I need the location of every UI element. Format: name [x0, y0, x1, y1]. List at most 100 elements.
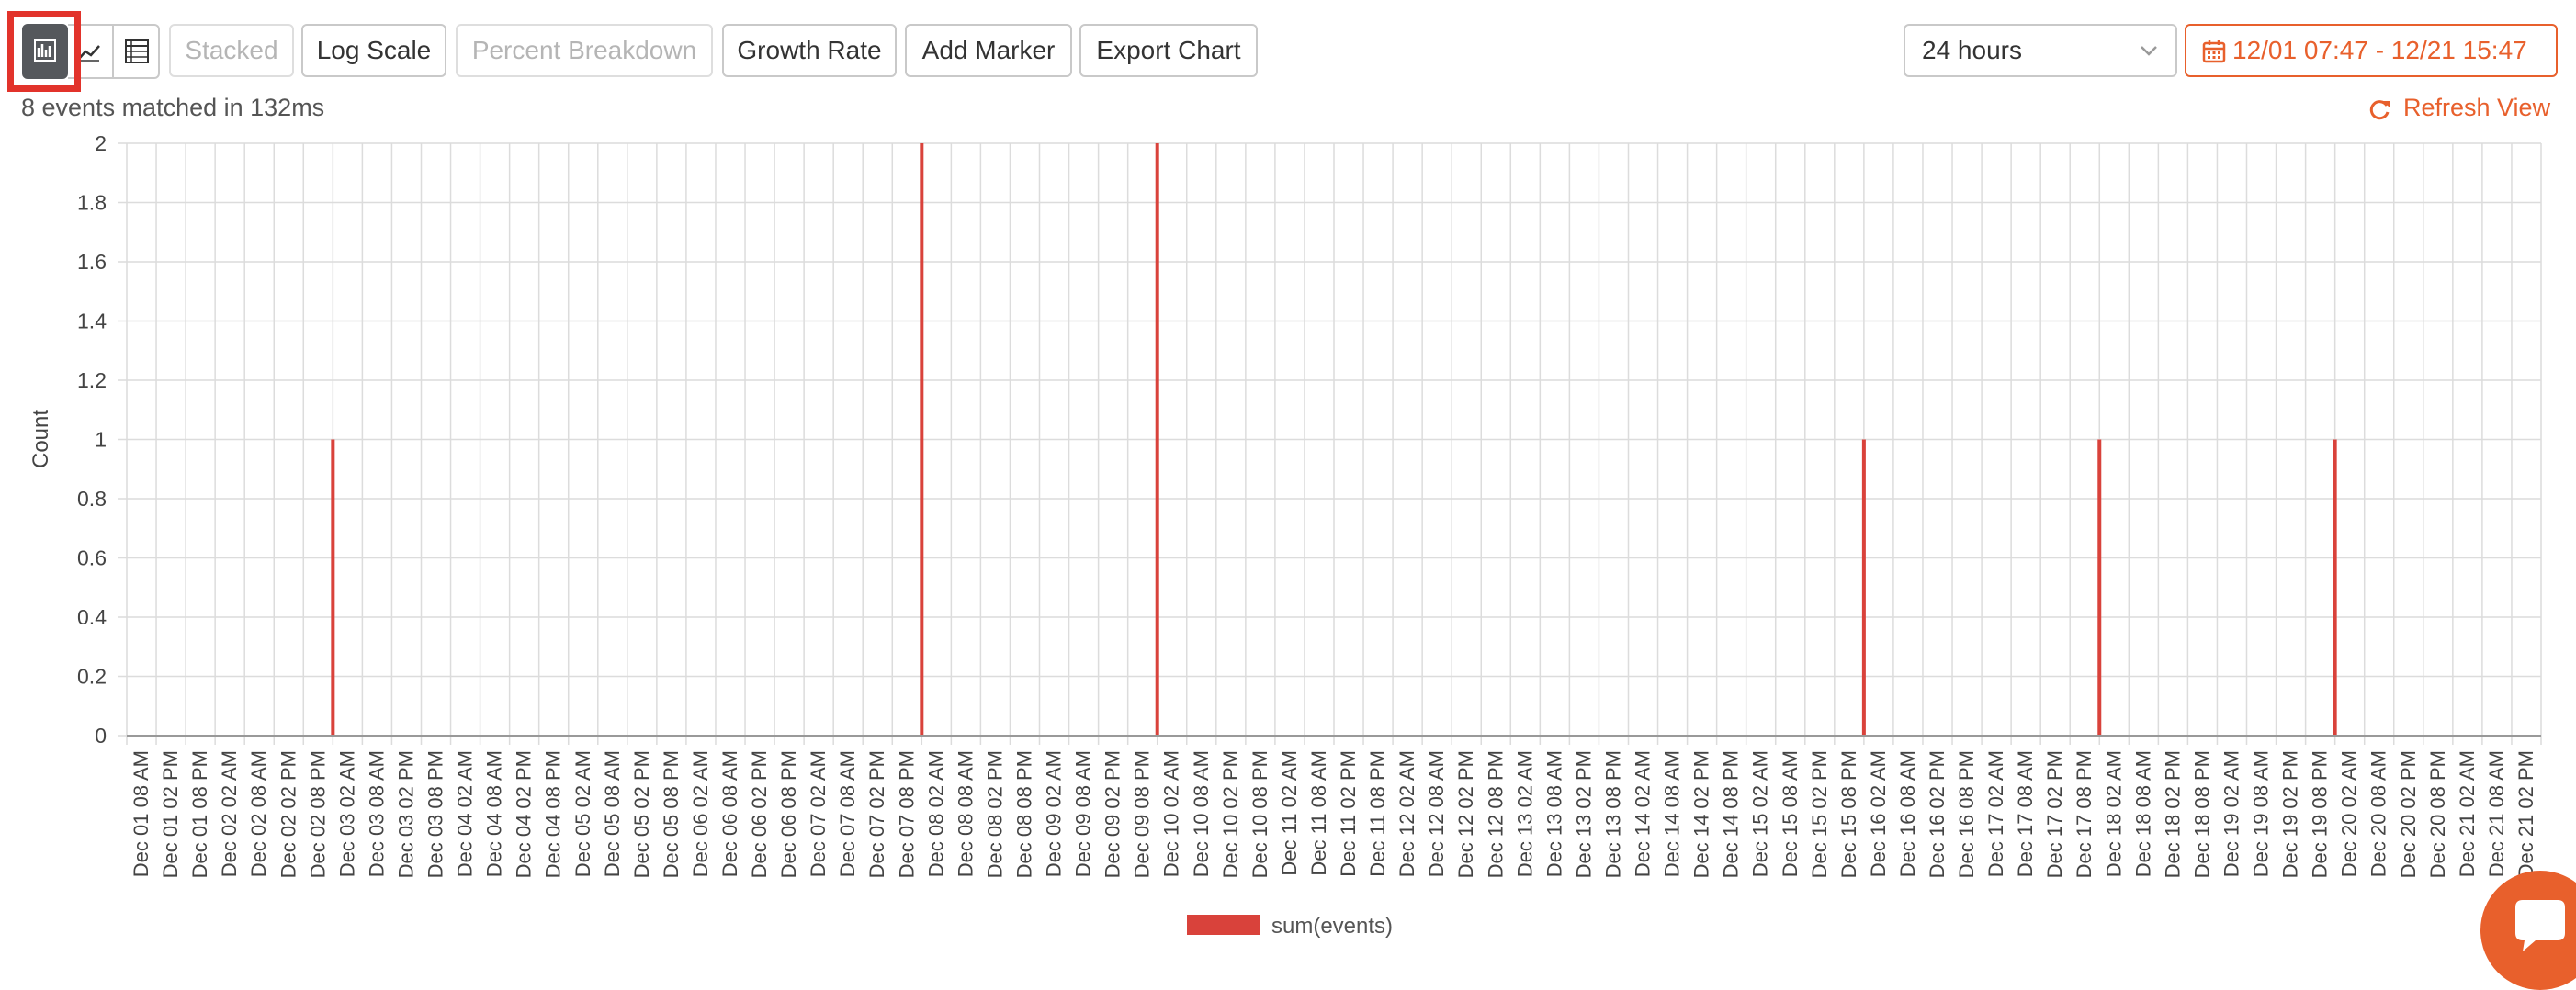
x-tick-label: Dec 20 08 AM — [2367, 750, 2390, 877]
x-tick-label: Dec 02 02 PM — [277, 750, 299, 878]
x-tick-label: Dec 05 08 PM — [660, 750, 683, 878]
x-tick-label: Dec 07 02 PM — [865, 750, 888, 878]
x-tick-label: Dec 03 02 AM — [335, 750, 358, 877]
x-tick-label: Dec 14 02 PM — [1690, 750, 1713, 878]
bar-dec-03-02-am[interactable] — [331, 439, 335, 737]
x-tick-label: Dec 13 08 AM — [1542, 750, 1565, 877]
x-tick-label: Dec 16 02 PM — [1926, 750, 1949, 878]
x-tick-label: Dec 14 02 AM — [1632, 750, 1655, 877]
x-tick-label: Dec 09 02 PM — [1102, 750, 1124, 878]
y-tick-label: 0.8 — [77, 487, 107, 511]
x-tick-label: Dec 20 08 PM — [2426, 750, 2449, 878]
table-view-button[interactable] — [112, 24, 160, 79]
x-tick-label: Dec 20 02 AM — [2338, 750, 2361, 877]
x-tick-label: Dec 15 08 PM — [1837, 750, 1860, 878]
add-marker-button[interactable]: Add Marker — [905, 24, 1072, 77]
chart-legend[interactable]: sum(events) — [1187, 914, 1393, 939]
x-tick-label: Dec 21 02 AM — [2456, 750, 2479, 877]
x-tick-label: Dec 08 08 PM — [1012, 750, 1035, 878]
x-tick-label: Dec 04 02 PM — [513, 750, 536, 878]
x-tick-label: Dec 13 02 AM — [1513, 750, 1536, 877]
x-tick-label: Dec 17 08 PM — [2073, 750, 2096, 878]
x-tick-label: Dec 12 08 PM — [1484, 750, 1507, 878]
bar-chart-view-button[interactable] — [22, 24, 68, 79]
x-tick-label: Dec 02 08 PM — [306, 750, 329, 878]
bar-chart-icon — [34, 39, 56, 62]
x-tick-label: Dec 01 02 PM — [159, 750, 182, 878]
x-tick-label: Dec 05 08 AM — [601, 750, 624, 877]
x-tick-label: Dec 15 02 AM — [1749, 750, 1772, 877]
time-range-value: 24 hours — [1922, 36, 2022, 64]
x-tick-label: Dec 20 02 PM — [2397, 750, 2420, 878]
x-tick-label: Dec 03 02 PM — [394, 750, 417, 878]
bar-dec-18-02-am[interactable] — [2097, 439, 2102, 737]
x-tick-label: Dec 15 02 PM — [1808, 750, 1831, 878]
y-tick-label: 0.6 — [77, 546, 107, 570]
bar-dec-20-02-am[interactable] — [2333, 439, 2337, 737]
x-tick-label: Dec 03 08 PM — [424, 750, 447, 878]
x-tick-label: Dec 12 02 PM — [1454, 750, 1477, 878]
chart-bars — [331, 143, 2337, 737]
x-tick-label: Dec 10 02 PM — [1219, 750, 1242, 878]
x-tick-label: Dec 18 08 AM — [2131, 750, 2154, 877]
legend-label: sum(events) — [1271, 914, 1393, 939]
x-tick-label: Dec 21 02 PM — [2514, 750, 2537, 878]
x-tick-label: Dec 05 02 AM — [571, 750, 594, 877]
x-tick-label: Dec 09 02 AM — [1043, 750, 1066, 877]
chart-axes: 0 0.2 0.4 0.6 0.8 1 1.2 1.4 1.6 1.8 2 Dec 01 08 AM D… — [77, 131, 2541, 878]
y-tick-label: 1.6 — [77, 250, 107, 274]
bar-dec-10-02-am[interactable] — [1155, 143, 1159, 736]
x-tick-label: Dec 11 08 AM — [1307, 750, 1330, 876]
x-tick-label: Dec 18 08 PM — [2190, 750, 2213, 878]
line-chart-view-button[interactable] — [68, 24, 114, 79]
percent-breakdown-button[interactable]: Percent Breakdown — [456, 24, 713, 77]
x-tick-label: Dec 11 02 PM — [1337, 750, 1360, 877]
x-tick-label: Dec 08 08 AM — [954, 750, 977, 877]
x-tick-label: Dec 16 08 PM — [1955, 750, 1978, 878]
growth-rate-button[interactable]: Growth Rate — [722, 24, 897, 77]
x-tick-label: Dec 18 02 AM — [2102, 750, 2125, 877]
x-tick-label: Dec 07 08 PM — [895, 750, 918, 878]
x-tick-label: Dec 01 08 AM — [130, 750, 153, 877]
line-chart-icon — [78, 45, 100, 62]
refresh-view-link[interactable]: Refresh View — [2368, 94, 2550, 122]
y-tick-label: 0 — [95, 724, 107, 748]
x-tick-label: Dec 06 08 AM — [718, 750, 741, 877]
time-range-select[interactable]: 24 hours — [1904, 24, 2177, 77]
bar-dec-16-02-am[interactable] — [1861, 439, 1866, 737]
export-chart-button[interactable]: Export Chart — [1079, 24, 1258, 77]
x-tick-label: Dec 17 08 AM — [2014, 750, 2037, 877]
log-scale-button[interactable]: Log Scale — [301, 24, 446, 77]
chart-toolbar: Stacked Log Scale Percent Breakdown Grow… — [0, 0, 2576, 101]
bar-dec-08-02-am[interactable] — [920, 143, 924, 736]
x-tick-label: Dec 11 02 AM — [1278, 750, 1301, 876]
x-tick-label: Dec 06 08 PM — [777, 750, 800, 878]
x-tick-label: Dec 05 02 PM — [630, 750, 653, 878]
x-tick-label: Dec 06 02 AM — [689, 750, 712, 877]
x-tick-label: Dec 02 02 AM — [218, 750, 241, 877]
x-tick-label: Dec 12 08 AM — [1425, 750, 1448, 877]
x-tick-label: Dec 16 02 AM — [1867, 750, 1890, 877]
x-tick-label: Dec 07 02 AM — [807, 750, 830, 877]
x-tick-label: Dec 13 02 PM — [1572, 750, 1595, 878]
x-tick-label: Dec 17 02 PM — [2043, 750, 2066, 878]
x-tick-label: Dec 11 08 PM — [1366, 750, 1389, 877]
x-tick-label: Dec 08 02 AM — [924, 750, 947, 877]
x-tick-label: Dec 10 02 AM — [1160, 750, 1183, 877]
stacked-button[interactable]: Stacked — [169, 24, 294, 77]
x-tick-label: Dec 10 08 PM — [1248, 750, 1271, 878]
x-tick-label: Dec 03 08 AM — [365, 750, 388, 877]
y-tick-label: 1.4 — [77, 309, 107, 333]
date-range-label: 12/01 07:47 - 12/21 15:47 — [2232, 36, 2527, 64]
x-tick-label: Dec 19 02 AM — [2220, 750, 2243, 877]
x-tick-label: Dec 19 08 AM — [2250, 750, 2273, 877]
query-status-text: 8 events matched in 132ms — [21, 94, 325, 121]
date-range-button[interactable]: 12/01 07:47 - 12/21 15:47 — [2185, 24, 2558, 77]
x-tick-label: Dec 04 08 AM — [483, 750, 506, 877]
chevron-down-icon — [2141, 46, 2157, 56]
x-tick-label: Dec 06 02 PM — [748, 750, 771, 878]
x-tick-label: Dec 12 02 AM — [1395, 750, 1418, 877]
refresh-icon — [2369, 100, 2390, 120]
y-tick-label: 1.8 — [77, 191, 107, 215]
y-tick-label: 0.2 — [77, 665, 107, 689]
